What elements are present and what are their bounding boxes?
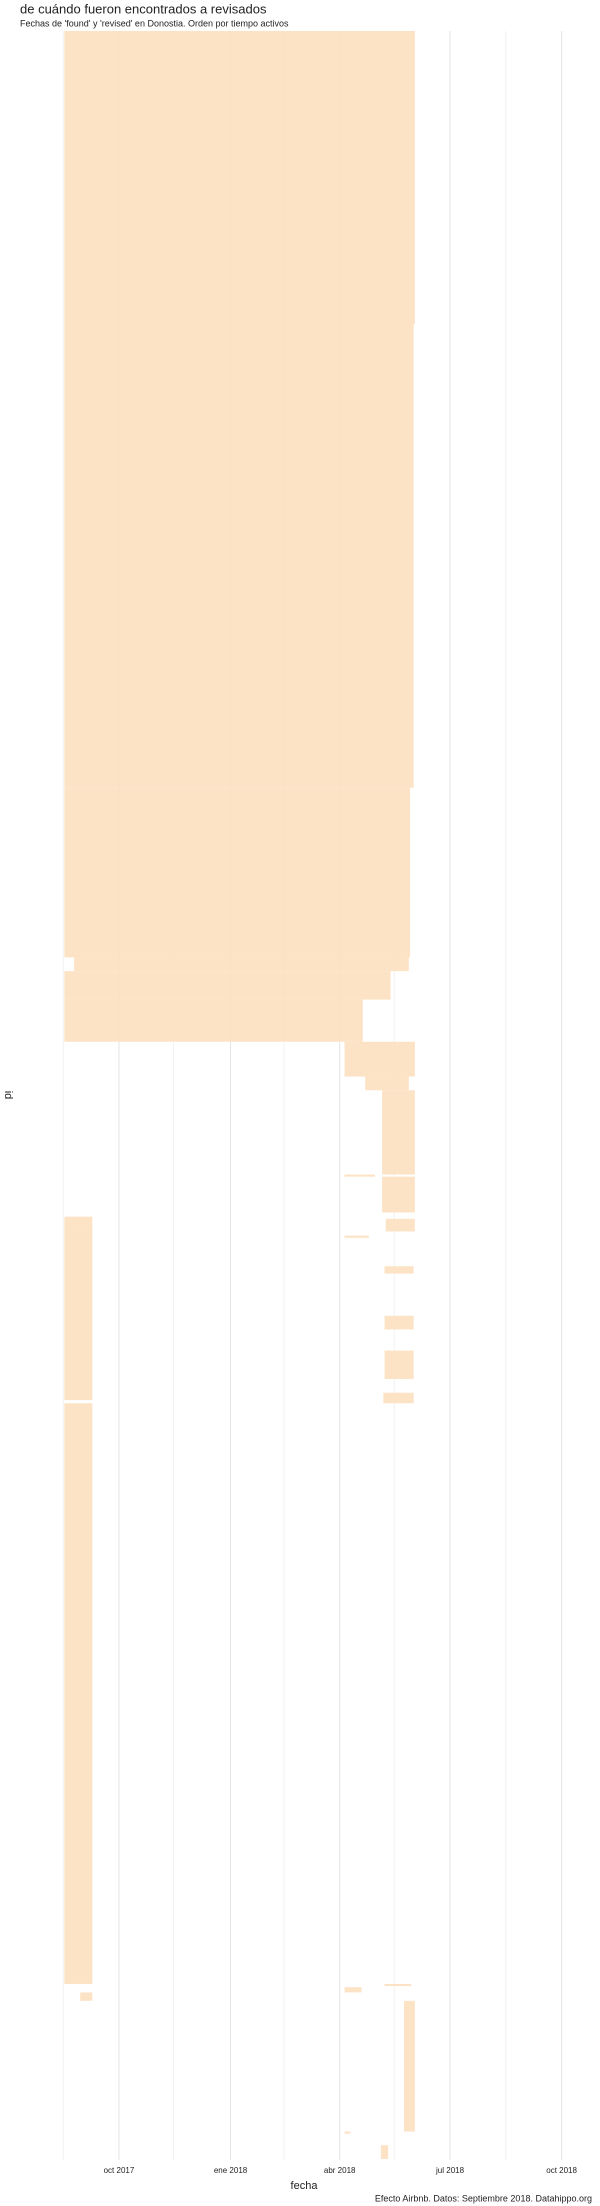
y-axis-label: id — [2, 1091, 14, 1100]
range-bar — [64, 787, 411, 958]
range-bar — [344, 2131, 351, 2134]
x-tick-label: abr 2018 — [324, 2166, 356, 2175]
range-bar — [74, 957, 409, 972]
x-tick-label: jul 2018 — [435, 2166, 465, 2175]
range-bar — [64, 1216, 93, 1225]
chart-title: de cuándo fueron encontrados a revisados — [20, 1, 267, 16]
range-bar — [385, 1218, 415, 1232]
x-tick-label: oct 2018 — [546, 2166, 577, 2175]
range-bar — [382, 1176, 415, 1213]
range-bar — [64, 971, 391, 1000]
range-bar — [64, 999, 363, 1042]
range-bar — [384, 1350, 414, 1380]
range-bar — [383, 1392, 414, 1404]
range-bar — [64, 1224, 93, 1401]
x-tick-label: ene 2018 — [214, 2166, 248, 2175]
range-bar — [382, 1090, 415, 1175]
x-tick-label: oct 2017 — [104, 2166, 135, 2175]
chart-subtitle: Fechas de 'found' y 'revised' en Donosti… — [20, 18, 289, 28]
range-bar — [365, 1076, 409, 1091]
range-bar — [64, 1403, 93, 1984]
range-bar — [384, 1983, 412, 1987]
range-bar — [344, 1987, 362, 1993]
range-bar — [384, 1315, 414, 1330]
caption: Efecto Airbnb. Datos: Septiembre 2018. D… — [375, 2193, 592, 2203]
range-bar — [403, 2000, 415, 2132]
range-bar — [80, 1992, 93, 2001]
range-bar — [380, 2145, 389, 2159]
range-bar — [344, 1041, 415, 1077]
range-bar — [344, 1235, 369, 1238]
range-bar — [344, 1174, 375, 1177]
range-bar — [384, 1266, 414, 1274]
x-axis-label: fecha — [291, 2180, 319, 2192]
range-bar — [64, 324, 414, 788]
range-bar — [64, 31, 415, 325]
